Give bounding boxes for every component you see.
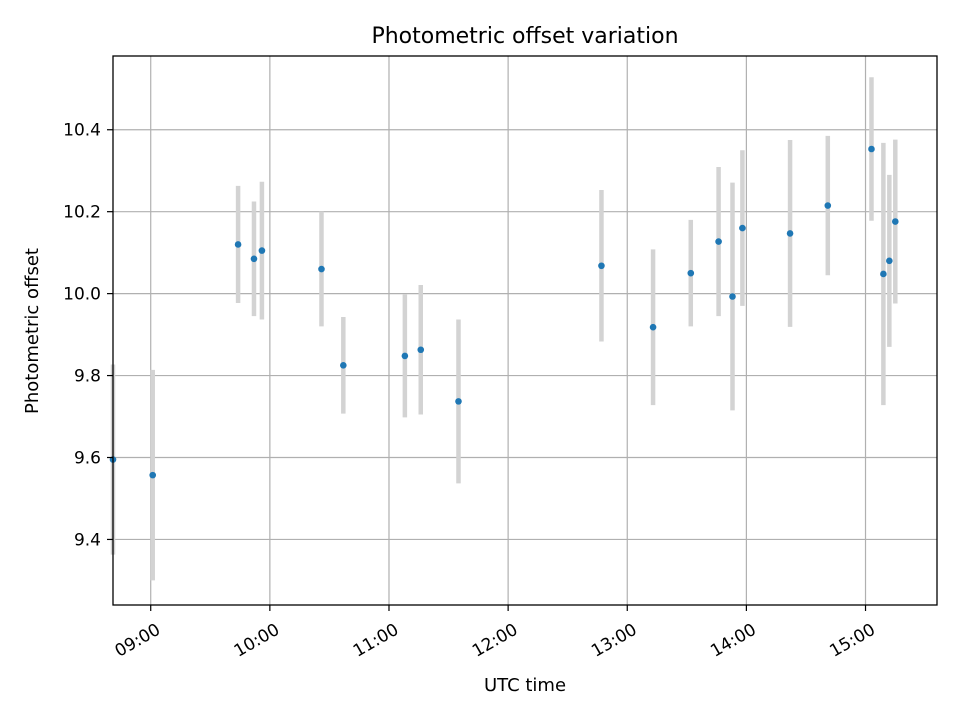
y-axis-ticks: 9.4 9.6 9.8 10.0 10.2 10.4 [63,121,113,550]
data-point [786,230,794,237]
data-point [715,238,722,245]
data-point [340,362,347,369]
data-point [880,270,887,278]
data-point [234,241,242,248]
data-point [868,145,875,153]
y-axis-label: Photometric offset [22,248,43,414]
data-point [886,257,893,265]
x-axis-label: UTC time [484,675,566,696]
data-point [149,471,157,479]
data-point [598,262,605,270]
data-point [824,202,832,209]
data-point [687,269,695,277]
x-tick-label: 09:00 [112,620,164,662]
x-tick-label: 13:00 [588,620,640,662]
grid [113,56,937,605]
chart-title: Photometric offset variation [371,24,678,49]
data-point [892,218,899,225]
x-tick-label: 11:00 [350,620,402,662]
data-point [729,293,736,300]
data-point [417,346,425,354]
y-tick-label: 10.2 [63,203,101,223]
y-tick-label: 9.6 [74,449,101,469]
data-point [455,398,462,405]
error-bars [110,77,898,581]
x-tick-label: 12:00 [469,620,521,662]
data-point [401,352,409,360]
y-tick-label: 9.4 [74,530,101,550]
x-tick-label: 14:00 [707,620,759,662]
y-tick-label: 10.0 [63,285,101,305]
data-point [258,247,266,254]
data-points [109,145,899,479]
y-tick-label: 10.4 [63,121,101,141]
data-point [318,265,325,273]
plot-frame [112,55,938,606]
x-tick-label: 15:00 [826,620,878,662]
y-tick-label: 9.8 [74,367,101,387]
data-point [739,224,746,232]
x-tick-label: 10:00 [231,620,283,662]
x-axis-ticks: 09:00 10:00 11:00 12:00 13:00 14:00 15:00 [112,605,879,662]
data-point [250,255,258,263]
data-point [649,323,657,331]
